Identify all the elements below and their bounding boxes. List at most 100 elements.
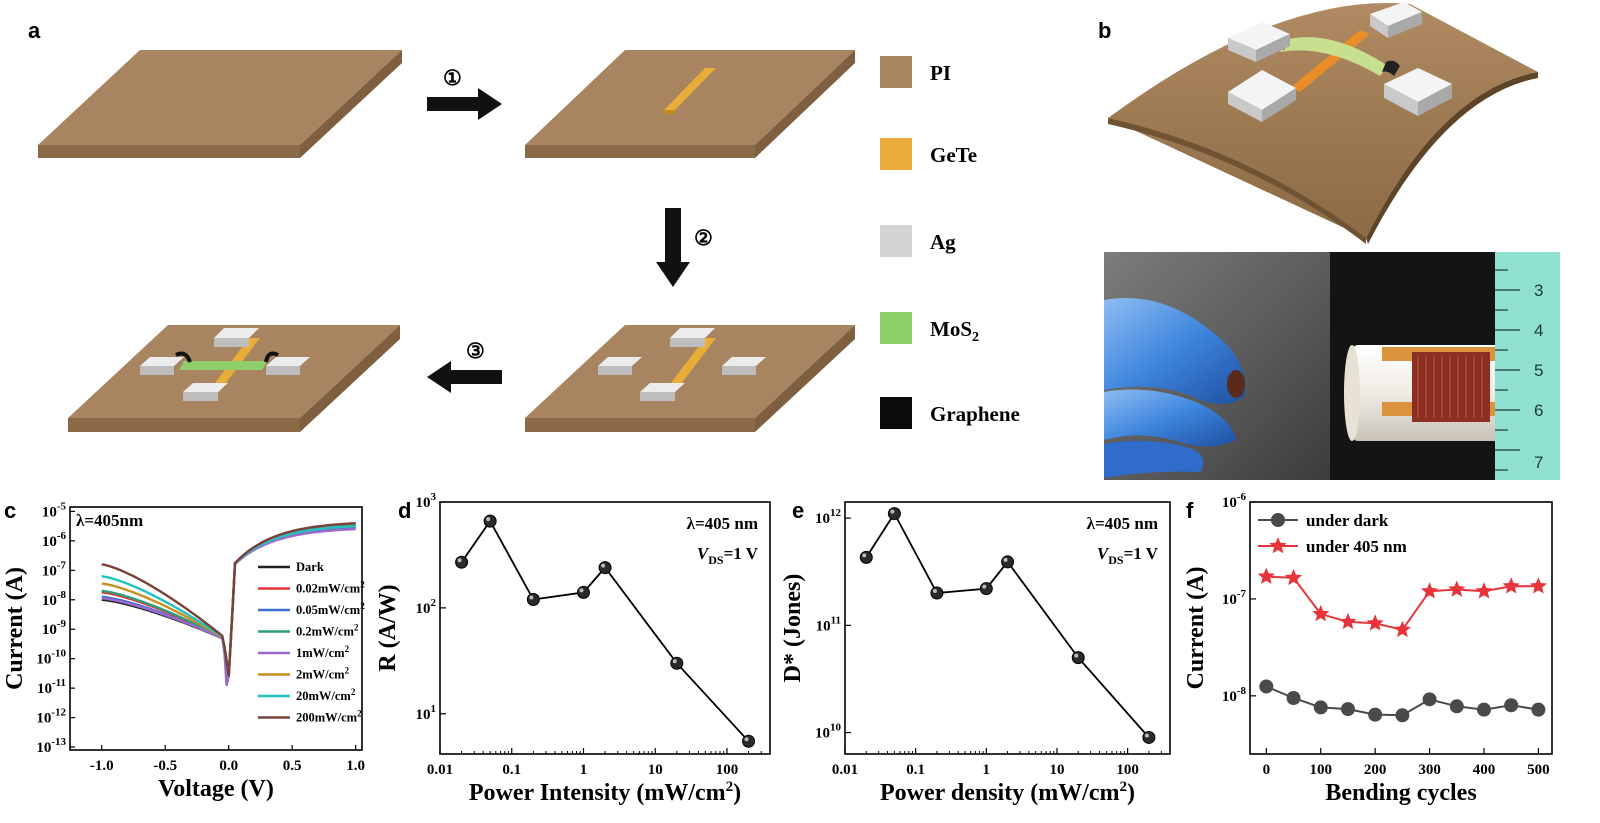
panel-label-f: f xyxy=(1186,498,1194,523)
chart-d-data-point-highlight xyxy=(744,737,749,742)
chart-d-data-point xyxy=(455,555,469,569)
chart-c-iv-curves: 10-13 10-12 10-11 10-10 10-9 10-8 10-7 10-6 10-5… xyxy=(2,500,365,802)
legend-label-mos2: MoS2 xyxy=(930,317,979,345)
chart-e-data-point-highlight xyxy=(1003,557,1008,562)
chart-e-data-point-highlight xyxy=(1074,653,1079,658)
ruler-mark-4: 4 xyxy=(1534,321,1543,340)
chart-e-data-point-highlight xyxy=(862,553,867,558)
chart-f-xtick-label: 300 xyxy=(1418,762,1441,778)
chart-f-star-marker xyxy=(1366,614,1384,631)
chart-c-xtick-label: -0.5 xyxy=(153,758,177,774)
panel-label-d: d xyxy=(398,498,411,523)
legend-label-graphene: Graphene xyxy=(930,402,1020,426)
chart-c-ytick-label: 10-8 xyxy=(42,589,67,609)
chart-e-detectivity: 0.01 0.1 1 10 100 1010 1011 1012 Power density (… xyxy=(780,501,1171,806)
chart-f-circle-marker xyxy=(1449,699,1464,714)
chart-e-xtick-label: 0.01 xyxy=(832,762,858,778)
chart-c-ytick-label: 10-11 xyxy=(37,677,66,697)
chart-c-xtick-label: 0.0 xyxy=(219,758,238,774)
chart-f-star-marker xyxy=(1529,577,1547,594)
chart-f-xtick-label: 400 xyxy=(1473,762,1496,778)
chart-d-annotation-wavelength: λ=405 nm xyxy=(687,514,758,533)
chart-d-data-point xyxy=(576,585,590,599)
substrate-gete xyxy=(525,50,855,158)
chart-c-legend-label: 0.05mW/cm2 xyxy=(296,601,365,617)
ruler-mark-3: 3 xyxy=(1534,281,1543,300)
chart-c-legend-label: Dark xyxy=(296,560,324,574)
legend-swatch-ag xyxy=(880,225,912,257)
chart-f-circle-marker xyxy=(1259,679,1274,694)
substrate-device xyxy=(68,325,400,432)
chart-f-xtick-label: 200 xyxy=(1364,762,1387,778)
chart-d-data-point xyxy=(526,592,540,606)
chart-c-legend-label: 200mW/cm2 xyxy=(296,709,362,725)
legend-label-ag: Ag xyxy=(930,230,956,254)
chart-f-circle-marker xyxy=(1395,708,1410,723)
ruler-mark-5: 5 xyxy=(1534,361,1543,380)
chart-d-ytick-label: 103 xyxy=(416,491,437,511)
step1-label: ① xyxy=(443,66,462,90)
chart-c-ytick-label: 10-5 xyxy=(42,500,67,520)
chart-e-data-point-highlight xyxy=(982,584,987,589)
chart-c-legend-label: 20mW/cm2 xyxy=(296,687,356,703)
chart-f-circle-marker xyxy=(1422,692,1437,707)
chart-e-data-point-highlight xyxy=(890,509,895,514)
chart-f-legend-label: under dark xyxy=(1306,511,1389,530)
chart-f-star-marker xyxy=(1448,580,1466,597)
chart-d-xtick-label: 10 xyxy=(648,762,663,778)
chart-c-ytick-label: 10-7 xyxy=(42,559,67,579)
chart-d-data-point-highlight xyxy=(579,588,584,593)
chart-f-star-marker xyxy=(1269,537,1287,554)
chart-d-plot-frame xyxy=(439,501,771,755)
chart-d-xtick-label: 0.01 xyxy=(427,762,453,778)
chart-d-data-point xyxy=(483,514,497,528)
chart-f-circle-marker xyxy=(1368,707,1383,722)
legend-swatch-pi xyxy=(880,56,912,88)
panel-label-b: b xyxy=(1098,18,1111,43)
chart-f-ytick-label: 10-6 xyxy=(1222,491,1247,511)
chart-f-ylabel: Current (A) xyxy=(1183,567,1209,690)
flexible-device-illustration xyxy=(1108,2,1538,244)
chart-f-star-marker xyxy=(1421,582,1439,599)
photo-device-on-cylinder: 3 4 5 6 7 xyxy=(1330,252,1560,480)
panel-label-a: a xyxy=(28,18,41,43)
chart-e-ylabel: D* (Jones) xyxy=(780,574,806,683)
chart-f-star-marker xyxy=(1502,577,1520,594)
chart-e-xlabel: Power density (mW/cm2) xyxy=(880,779,1135,806)
substrate-plain xyxy=(38,50,402,158)
chart-f-circle-marker xyxy=(1476,702,1491,717)
chart-f-star-marker xyxy=(1393,620,1411,638)
chart-c-legend-label: 0.2mW/cm2 xyxy=(296,623,359,639)
chart-f-circle-marker xyxy=(1340,702,1355,717)
step3-arrow xyxy=(427,361,502,393)
chart-c-ylabel: Current (A) xyxy=(2,567,28,690)
chart-e-data-point xyxy=(930,586,944,600)
chart-e-ytick-label: 1011 xyxy=(816,614,841,634)
chart-e-xtick-label: 100 xyxy=(1116,762,1139,778)
chart-e-annotation-wavelength: λ=405 nm xyxy=(1087,514,1158,533)
chart-c-ytick-label: 10-9 xyxy=(42,618,67,638)
chart-c-plot-frame xyxy=(69,506,363,751)
chart-d-data-point-highlight xyxy=(486,517,491,522)
chart-f-xtick-label: 0 xyxy=(1263,762,1271,778)
chart-d-xtick-label: 1 xyxy=(580,762,588,778)
chart-c-legend-label: 2mW/cm2 xyxy=(296,666,350,682)
chart-e-data-point xyxy=(887,507,901,521)
substrate-electrodes xyxy=(525,325,855,432)
chart-c-legend-label: 0.02mW/cm2 xyxy=(296,580,365,596)
chart-d-ylabel: R (A/W) xyxy=(375,584,401,671)
chart-f-xlabel: Bending cycles xyxy=(1325,780,1476,806)
chart-c-legend-label: 1mW/cm2 xyxy=(296,644,350,660)
chart-f-circle-marker xyxy=(1531,702,1546,717)
chart-c-xlabel: Voltage (V) xyxy=(158,776,274,802)
chart-e-data-point xyxy=(1001,555,1015,569)
chart-c-ytick-label: 10-13 xyxy=(36,736,66,756)
step1-arrow xyxy=(427,88,502,120)
chart-f-star-marker xyxy=(1312,604,1330,622)
chart-e-annotation-vds: VDS=1 V xyxy=(1097,544,1159,567)
chart-d-ytick-label: 101 xyxy=(416,703,437,723)
step2-label: ② xyxy=(694,226,713,250)
legend-label-gete: GeTe xyxy=(930,143,977,167)
chart-d-xtick-label: 0.1 xyxy=(502,762,521,778)
